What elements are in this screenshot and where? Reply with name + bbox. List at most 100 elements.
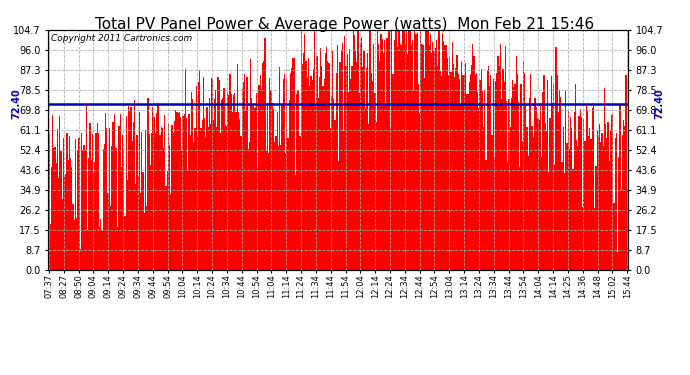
Bar: [576, 140, 578, 270]
Bar: [314, 27, 315, 270]
Bar: [55, 147, 56, 270]
Bar: [575, 84, 576, 270]
Bar: [152, 107, 153, 270]
Bar: [435, 48, 436, 270]
Bar: [304, 34, 306, 270]
Bar: [517, 74, 518, 270]
Bar: [534, 98, 535, 270]
Bar: [210, 124, 211, 270]
Bar: [563, 127, 564, 270]
Bar: [484, 90, 486, 270]
Bar: [244, 74, 245, 270]
Bar: [250, 58, 251, 270]
Bar: [400, 44, 401, 270]
Bar: [511, 98, 512, 270]
Bar: [182, 116, 184, 270]
Bar: [186, 118, 187, 270]
Bar: [115, 147, 116, 270]
Bar: [442, 33, 443, 270]
Bar: [138, 176, 139, 270]
Bar: [209, 98, 210, 270]
Bar: [227, 92, 228, 270]
Bar: [360, 44, 361, 270]
Bar: [185, 69, 186, 270]
Bar: [249, 142, 250, 270]
Bar: [444, 45, 446, 270]
Bar: [428, 45, 430, 270]
Bar: [237, 64, 238, 270]
Bar: [377, 25, 378, 270]
Bar: [566, 143, 568, 270]
Bar: [208, 127, 209, 270]
Bar: [275, 136, 277, 270]
Bar: [175, 110, 177, 270]
Bar: [446, 45, 447, 270]
Bar: [161, 128, 163, 270]
Bar: [79, 138, 80, 270]
Bar: [409, 25, 411, 270]
Bar: [239, 119, 240, 270]
Bar: [553, 84, 554, 270]
Bar: [111, 146, 112, 270]
Bar: [483, 127, 484, 270]
Bar: [476, 73, 477, 270]
Bar: [52, 116, 53, 270]
Bar: [90, 160, 92, 270]
Bar: [388, 28, 389, 270]
Bar: [424, 78, 425, 270]
Bar: [578, 116, 580, 270]
Bar: [74, 220, 75, 270]
Bar: [195, 128, 196, 270]
Bar: [273, 109, 274, 270]
Bar: [336, 74, 337, 270]
Bar: [623, 120, 624, 270]
Bar: [419, 112, 420, 270]
Bar: [291, 68, 293, 270]
Bar: [610, 130, 611, 270]
Bar: [307, 78, 308, 270]
Bar: [50, 224, 51, 270]
Bar: [215, 90, 216, 270]
Bar: [372, 81, 373, 270]
Bar: [255, 107, 256, 270]
Bar: [246, 77, 248, 270]
Bar: [161, 128, 162, 270]
Bar: [201, 120, 203, 270]
Bar: [217, 76, 219, 270]
Bar: [157, 104, 158, 270]
Bar: [544, 123, 546, 270]
Bar: [198, 82, 199, 270]
Bar: [611, 116, 612, 270]
Bar: [57, 129, 58, 270]
Bar: [204, 118, 206, 270]
Bar: [290, 72, 291, 270]
Bar: [581, 117, 582, 270]
Bar: [214, 99, 215, 270]
Bar: [370, 25, 371, 270]
Bar: [139, 112, 140, 270]
Bar: [179, 112, 180, 270]
Bar: [297, 90, 298, 270]
Bar: [150, 165, 151, 270]
Bar: [588, 136, 589, 270]
Bar: [373, 44, 375, 270]
Bar: [159, 135, 161, 270]
Bar: [306, 61, 307, 270]
Bar: [547, 80, 549, 270]
Bar: [586, 111, 588, 270]
Bar: [296, 94, 297, 270]
Bar: [66, 133, 68, 270]
Bar: [240, 136, 241, 270]
Bar: [393, 74, 394, 270]
Bar: [70, 158, 71, 270]
Bar: [475, 75, 476, 270]
Bar: [560, 97, 562, 270]
Bar: [341, 50, 342, 270]
Bar: [137, 135, 138, 270]
Bar: [412, 40, 413, 270]
Bar: [515, 56, 517, 270]
Bar: [169, 145, 170, 270]
Bar: [355, 51, 356, 270]
Bar: [557, 75, 558, 270]
Bar: [224, 88, 225, 270]
